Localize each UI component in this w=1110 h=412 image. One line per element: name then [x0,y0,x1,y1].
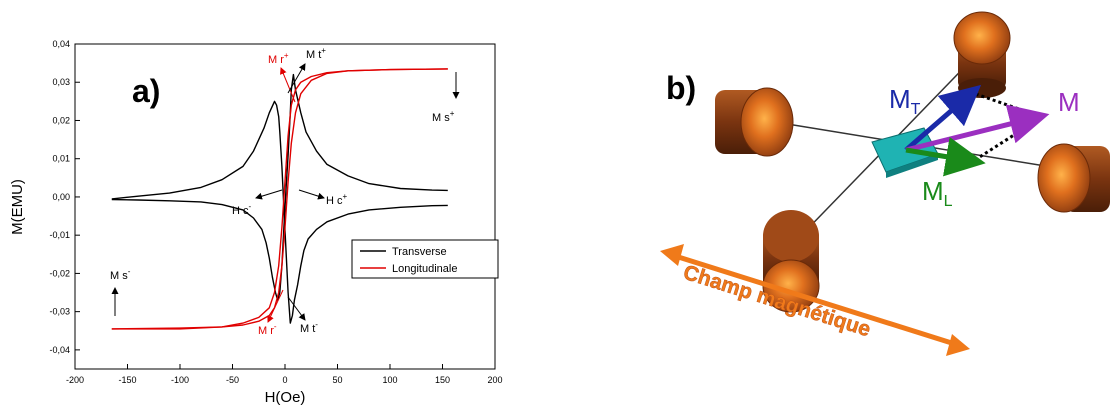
x-tick-label: 150 [435,375,450,385]
y-tick-label: 0,00 [52,192,70,202]
coil-right [1037,143,1110,213]
annotation-hc-plus: H c+ [326,192,348,207]
panel-label-b: b) [666,70,696,106]
panel-a-hysteresis-chart: -200 -150 -100 -50 0 50 100 150 200 -0,04 -0,03 -0,… [0,0,560,407]
legend-label-transverse: Transverse [392,246,447,258]
annotation-mr-minus: M r- [258,322,277,337]
annotation-mt-plus: M t+ [306,46,326,61]
annotation-hc-minus: H c- [232,202,252,217]
y-tick-label: -0,03 [49,307,70,317]
coil-left [715,87,794,157]
x-tick-label: -150 [118,375,136,385]
vector-mt-label: MT [889,84,921,118]
x-tick-label: 50 [332,375,342,385]
annotation-ms-minus: M s- [110,267,131,282]
vector-ml-arrow [905,136,986,177]
hysteresis-chart: -200 -150 -100 -50 0 50 100 150 200 -0,04 -0,03 -0,… [9,39,503,406]
coil-diagram: MT M ML b) Champ magnétique [660,11,1110,356]
x-tick-label: 0 [282,375,287,385]
y-tick-label: -0,04 [49,345,70,355]
x-tick-label: -100 [171,375,189,385]
annotations: M r+ M t+ M s+ M s- H c- H c+ M r- M t- [110,46,460,337]
y-tick-label: -0,02 [49,268,70,278]
sample [871,127,939,173]
legend-label-longitudinale: Longitudinale [392,263,457,275]
series-transverse-branch-1 [111,100,448,324]
vector-m-arrow [905,104,1050,153]
chart-legend: Transverse Longitudinale [351,239,499,279]
vector-ml-label: ML [922,176,953,210]
y-tick-label: -0,01 [49,230,70,240]
panel-label-a: a) [132,73,160,109]
vector-mt-arrow [904,84,982,152]
x-tick-label: 200 [487,375,502,385]
x-tick-label: -200 [66,375,84,385]
x-tick-label: -50 [226,375,239,385]
series-longitudinale-branch-1 [111,68,448,330]
annotation-mt-minus: M t- [300,320,318,335]
annotation-ms-plus: M s+ [432,109,455,124]
x-axis-label: H(Oe) [265,389,306,406]
y-tick-label: 0,02 [52,115,70,125]
panel-b-coil-diagram: MT M ML b) Champ magnétique [640,0,1110,407]
y-axis-label: M(EMU) [9,179,26,235]
coil-top-right [953,11,1011,98]
vector-m-label: M [1058,87,1080,117]
y-tick-label: 0,04 [52,39,70,49]
legend-box [351,239,499,279]
field-arrow [660,244,970,356]
x-tick-label: 100 [382,375,397,385]
y-tick-label: 0,01 [52,154,70,164]
series-lines [111,68,448,330]
annotation-mr-plus: M r+ [268,51,289,66]
axis-ticks: -200 -150 -100 -50 0 50 100 150 200 -0,04 -0,03 -0,… [49,39,502,385]
y-tick-label: 0,03 [52,77,70,87]
coil-bottom-left [762,210,820,313]
series-transverse-branch-0 [111,73,448,301]
sample-edge [886,154,938,178]
